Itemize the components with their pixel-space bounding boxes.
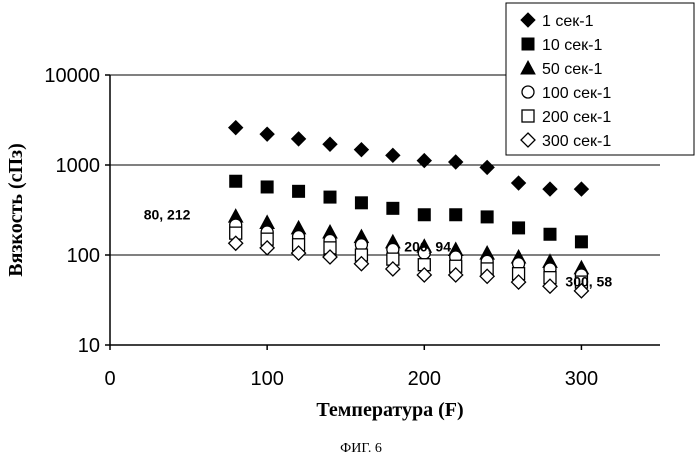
data-point — [386, 148, 400, 162]
legend-label: 1 сек-1 — [542, 13, 594, 30]
y-tick-label: 1000 — [56, 155, 101, 177]
data-point — [544, 228, 556, 240]
y-tick-label: 100 — [67, 245, 100, 267]
legend-marker — [522, 86, 534, 98]
data-point — [261, 181, 273, 193]
legend-marker — [522, 110, 534, 122]
data-point — [574, 182, 588, 196]
data-point — [575, 236, 587, 248]
data-point — [387, 202, 399, 214]
series-2 — [230, 175, 588, 248]
data-point — [260, 127, 274, 141]
legend-label: 200 сек-1 — [542, 109, 611, 126]
x-ticks: 0 100 200 300 — [104, 345, 598, 390]
data-point — [513, 222, 525, 234]
annotation-label: 200, 94 — [404, 238, 451, 254]
data-point — [354, 143, 368, 157]
data-point — [481, 211, 493, 223]
legend-marker — [522, 38, 534, 50]
y-ticks: 10 100 1000 10000 — [44, 65, 110, 357]
figure-caption: ФИГ. 6 — [340, 441, 382, 456]
data-point — [323, 137, 337, 151]
data-point — [293, 185, 305, 197]
annotation-label: 300, 58 — [565, 273, 612, 289]
series-5 — [230, 227, 588, 288]
y-tick-label: 10000 — [44, 65, 100, 87]
legend-label: 300 сек-1 — [542, 133, 611, 150]
data-point — [512, 176, 526, 190]
legend-label: 50 сек-1 — [542, 61, 602, 78]
data-point — [292, 132, 306, 146]
data-point — [229, 121, 243, 135]
x-axis-title: Температура (F) — [316, 399, 463, 421]
legend-label: 10 сек-1 — [542, 37, 602, 54]
data-point — [450, 209, 462, 221]
legend: 1 сек-1 10 сек-1 50 сек-1 100 сек-1 200 сек-… — [506, 3, 694, 155]
legend-label: 100 сек-1 — [542, 85, 611, 102]
x-tick-label: 200 — [408, 368, 441, 390]
y-tick-label: 10 — [78, 335, 100, 357]
x-tick-label: 0 — [104, 368, 115, 390]
annotation-label: 80, 212 — [144, 207, 191, 223]
data-point — [324, 191, 336, 203]
data-point — [418, 209, 430, 221]
data-point — [449, 155, 463, 169]
y-axis-title: Вязкость (сПз) — [5, 143, 27, 277]
x-tick-label: 300 — [565, 368, 598, 390]
annotations: 80, 212 200, 94 300, 58 — [144, 207, 613, 290]
x-tick-label: 100 — [250, 368, 283, 390]
data-point — [230, 175, 242, 187]
data-point — [355, 197, 367, 209]
data-point — [480, 160, 494, 174]
data-point — [543, 182, 557, 196]
